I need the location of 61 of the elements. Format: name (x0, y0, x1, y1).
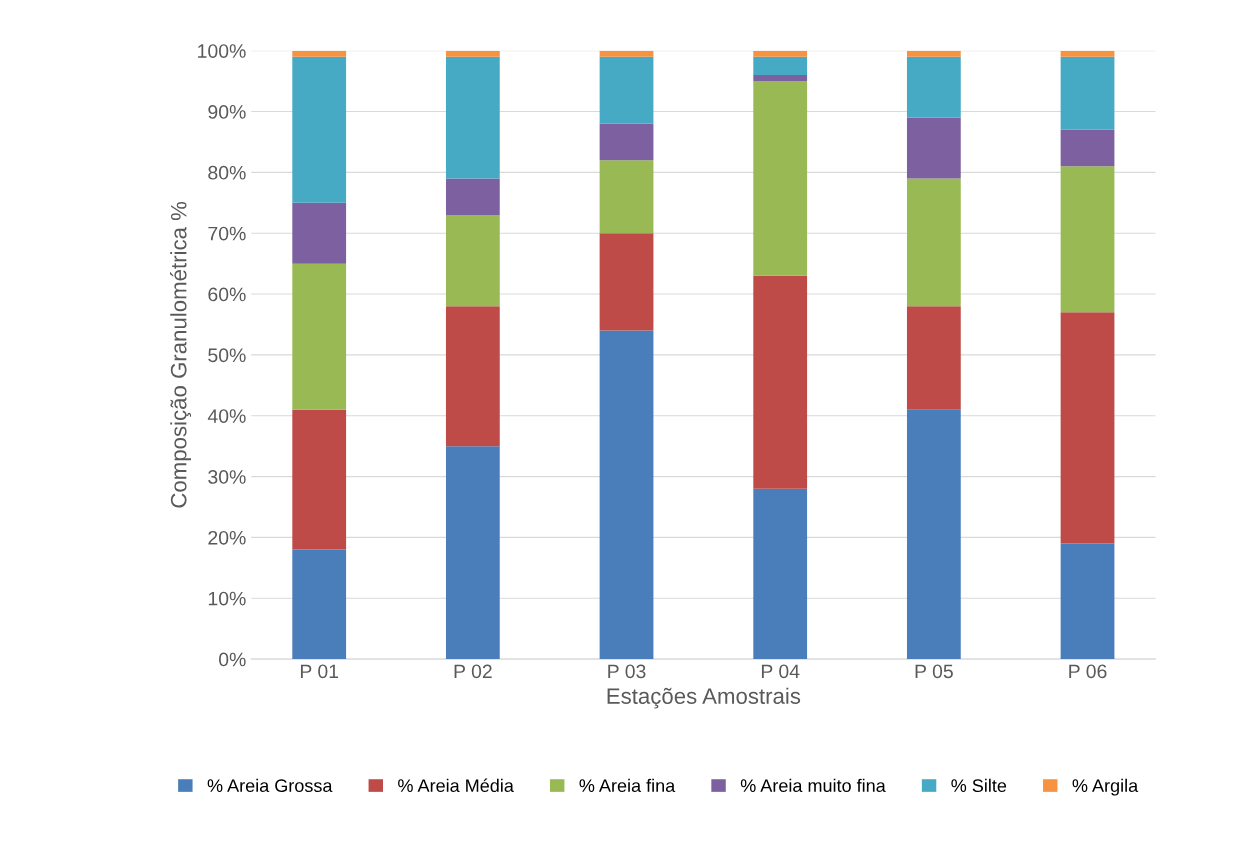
bar (599, 123, 654, 161)
bar (445, 214, 500, 307)
bar (599, 50, 654, 57)
bar (753, 50, 808, 57)
bar (445, 178, 500, 215)
bar (599, 56, 654, 124)
bar (906, 50, 961, 57)
bar (292, 50, 347, 57)
bar (445, 50, 500, 57)
y-tick-label: 20% (208, 530, 246, 545)
bar (906, 409, 961, 660)
bar (1060, 56, 1115, 130)
bar (599, 160, 654, 234)
y-tick-label: 0% (219, 652, 246, 667)
y-tick-label: 90% (208, 105, 246, 119)
x-tick-label: P 04 (761, 664, 800, 679)
bar (906, 178, 961, 307)
bar (292, 56, 347, 203)
bar (906, 306, 961, 410)
y-tick-label: 70% (208, 226, 246, 241)
legend-label: % Silte (951, 778, 1007, 793)
legend-label: % Areia Média (398, 778, 514, 793)
bar (292, 202, 347, 264)
bar (445, 446, 500, 660)
bar (753, 56, 808, 76)
y-tick-label: 10% (208, 591, 246, 606)
y-tick-label: 40% (207, 409, 246, 423)
legend-label: % Areia muito fina (740, 778, 886, 793)
x-axis-title: Estações Amostrais (607, 687, 801, 709)
x-tick-label: P 05 (915, 664, 953, 679)
y-axis-title: Composição Granulométrica % (169, 201, 192, 508)
bar (599, 233, 654, 331)
legend-label: % Argila (1072, 778, 1139, 796)
y-tick-label: 60% (208, 287, 246, 302)
bar (445, 306, 500, 447)
bar (292, 409, 347, 550)
bar (906, 56, 961, 118)
y-tick-label: 50% (208, 348, 246, 363)
bar (292, 263, 347, 410)
x-tick-label: P 06 (1069, 664, 1107, 679)
bar (753, 488, 808, 660)
bar (445, 56, 500, 179)
bar (753, 75, 808, 82)
x-tick-label: P 02 (454, 664, 492, 679)
bar (292, 549, 347, 660)
bar (1060, 543, 1115, 660)
bar (753, 81, 808, 276)
bar (599, 330, 654, 660)
bar (1060, 312, 1115, 544)
bar (1060, 129, 1115, 167)
x-tick-label: P 01 (300, 664, 339, 679)
y-tick-label: 80% (208, 165, 246, 180)
bar (753, 275, 808, 489)
bar (906, 117, 961, 179)
bar (1060, 50, 1115, 57)
bar (1060, 166, 1115, 313)
x-tick-label: P 03 (608, 664, 646, 679)
y-tick-label: 100% (198, 44, 246, 58)
y-tick-label: 30% (208, 470, 246, 484)
legend-label: % Areia Grossa (207, 778, 333, 793)
legend-label: % Areia fina (579, 778, 676, 793)
